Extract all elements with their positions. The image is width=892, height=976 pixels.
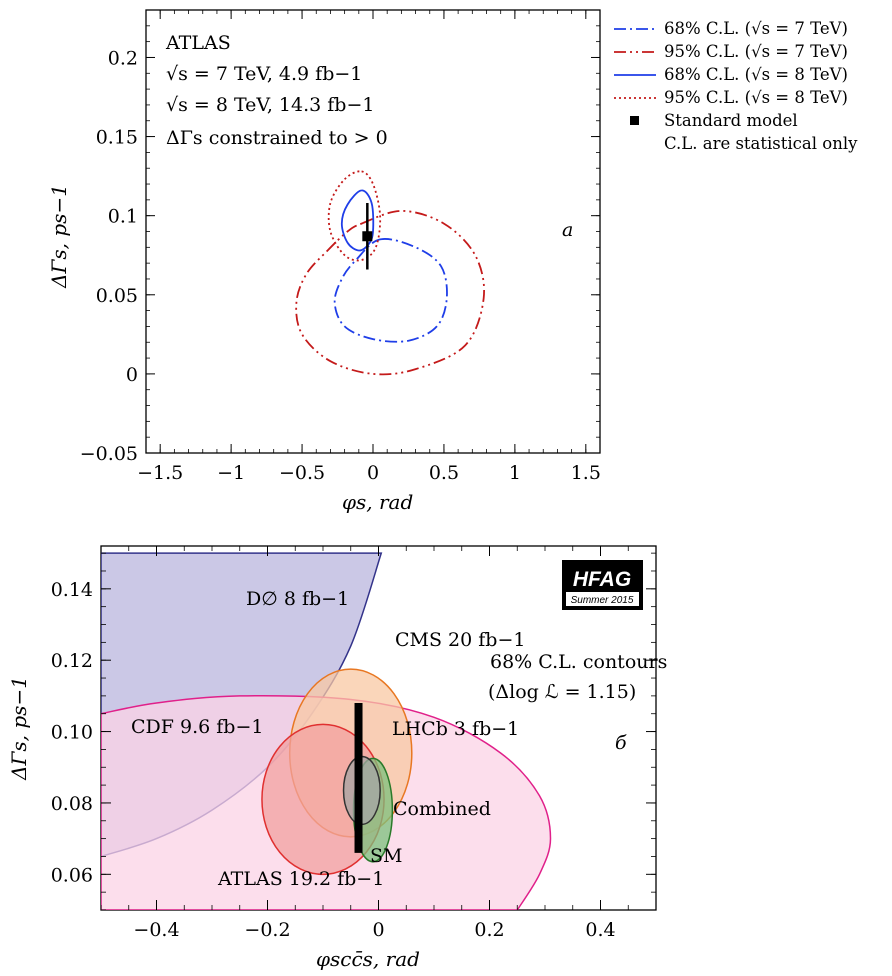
- legend-label: C.L. are statistical only: [664, 134, 858, 153]
- legend-label: Standard model: [664, 111, 798, 130]
- panel-b-x-tick-label: 0.2: [474, 919, 504, 941]
- panel-b-x-axis-label: φscc̄s, rad: [316, 947, 420, 971]
- region-label-sm: SM: [370, 845, 402, 867]
- panel-b-x-tick-label: 0: [372, 919, 384, 941]
- panel-a-y-tick-label: 0.15: [96, 127, 138, 149]
- panel-b-regions: [101, 552, 552, 910]
- region-label-combined: Combined: [393, 798, 491, 820]
- region-label-lhcb: LHCb 3 fb−1: [392, 718, 519, 740]
- panel-a-x-tick-label: 0: [367, 462, 379, 484]
- panel-a-x-tick-label: −1.5: [137, 462, 183, 484]
- panel-a-y-tick-label: −0.05: [80, 443, 138, 465]
- panel-b-x-tick-label: −0.4: [133, 919, 179, 941]
- panel-b-annotation-dlogl: (Δlog ℒ = 1.15): [488, 681, 636, 703]
- panel-b-ticks: −0.4 −0.2 0 0.2 0.4 0.06 0.08 0.10 0.12 0.14: [51, 546, 657, 941]
- panel-a-sm-point: [362, 231, 373, 242]
- region-label-atlas: ATLAS 19.2 fb−1: [217, 868, 384, 890]
- panel-a-contour-2: [340, 189, 375, 252]
- region-label-cdf: CDF 9.6 fb−1: [131, 716, 263, 738]
- panel-a-y-tick-label: 0.05: [96, 285, 138, 307]
- legend-label: 95% C.L. (√s = 7 TeV): [664, 42, 848, 61]
- panel-b-y-axis-label: ΔΓs, ps−1: [7, 676, 31, 781]
- hfag-badge-subtitle: Summer 2015: [571, 595, 634, 606]
- panel-b-y-tick-label: 0.06: [51, 864, 93, 886]
- panel-a-ticks: −1.5 −1 −0.5 0 0.5 1 1.5 −0.05 0 0.05 0.1 0.15 0.2: [80, 10, 601, 484]
- panel-a-x-axis-label: φs, rad: [342, 490, 413, 514]
- legend-swatch-square: [630, 116, 639, 125]
- panel-a-contour-0: [333, 238, 448, 343]
- region-label-cms: CMS 20 fb−1: [395, 629, 525, 651]
- legend-label: 68% C.L. (√s = 8 TeV): [664, 65, 848, 84]
- panel-a-x-tick-label: −0.5: [279, 462, 325, 484]
- panel-b-y-tick-label: 0.10: [51, 722, 93, 744]
- legend-label: 68% C.L. (√s = 7 TeV): [664, 19, 848, 38]
- panel-a-annotation-constraint: ΔΓs constrained to > 0: [166, 127, 388, 149]
- panel-a-x-tick-label: −1: [217, 462, 245, 484]
- panel-a: −1.5 −1 −0.5 0 0.5 1 1.5 −0.05 0 0.05 0.1 0.15 0.2 A…: [47, 9, 858, 514]
- panel-a-annotation-energy-7: √s = 7 TeV, 4.9 fb−1: [166, 63, 362, 85]
- panel-b-y-tick-label: 0.14: [51, 579, 93, 601]
- region-label-d0: D∅ 8 fb−1: [246, 588, 349, 610]
- panel-a-y-tick-label: 0: [126, 364, 138, 386]
- panel-a-standard-model: [362, 203, 373, 270]
- panel-a-y-tick-label: 0.2: [108, 47, 138, 69]
- panel-a-contours: [295, 170, 485, 376]
- panel-a-y-axis-label: ΔΓs, ps−1: [47, 184, 71, 289]
- panel-b-x-tick-label: 0.4: [585, 919, 615, 941]
- panel-b: −0.4 −0.2 0 0.2 0.4 0.06 0.08 0.10 0.12 0.14 D∅ 8…: [7, 545, 667, 971]
- hfag-badge-title: HFAG: [573, 568, 631, 591]
- hfag-badge: HFAG Summer 2015: [562, 560, 643, 610]
- panel-b-x-tick-label: −0.2: [244, 919, 290, 941]
- panel-a-x-tick-label: 1.5: [571, 462, 601, 484]
- panel-a-label: a: [562, 219, 573, 241]
- panel-a-x-tick-label: 0.5: [429, 462, 459, 484]
- panel-b-label: б: [615, 732, 627, 754]
- panel-a-annotation-energy-8: √s = 8 TeV, 14.3 fb−1: [166, 94, 374, 116]
- panel-a-legend: 68% C.L. (√s = 7 TeV) 95% C.L. (√s = 7 Te…: [614, 19, 858, 153]
- panel-b-annotation-contours: 68% C.L. contours: [490, 651, 667, 673]
- panel-a-y-tick-label: 0.1: [108, 206, 138, 228]
- panel-b-y-tick-label: 0.12: [51, 650, 93, 672]
- panel-a-contour-3: [327, 170, 382, 262]
- legend-label: 95% C.L. (√s = 8 TeV): [664, 88, 848, 107]
- panel-b-y-tick-label: 0.08: [51, 793, 93, 815]
- panel-a-annotation-experiment: ATLAS: [165, 32, 231, 54]
- panel-a-x-tick-label: 1: [509, 462, 521, 484]
